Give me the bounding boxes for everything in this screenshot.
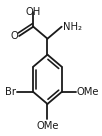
Text: Br: Br <box>5 87 16 97</box>
Text: OH: OH <box>26 7 41 17</box>
Text: OMe: OMe <box>77 87 99 97</box>
Text: NH₂: NH₂ <box>63 22 81 32</box>
Text: OMe: OMe <box>36 121 59 131</box>
Text: O: O <box>11 31 18 41</box>
